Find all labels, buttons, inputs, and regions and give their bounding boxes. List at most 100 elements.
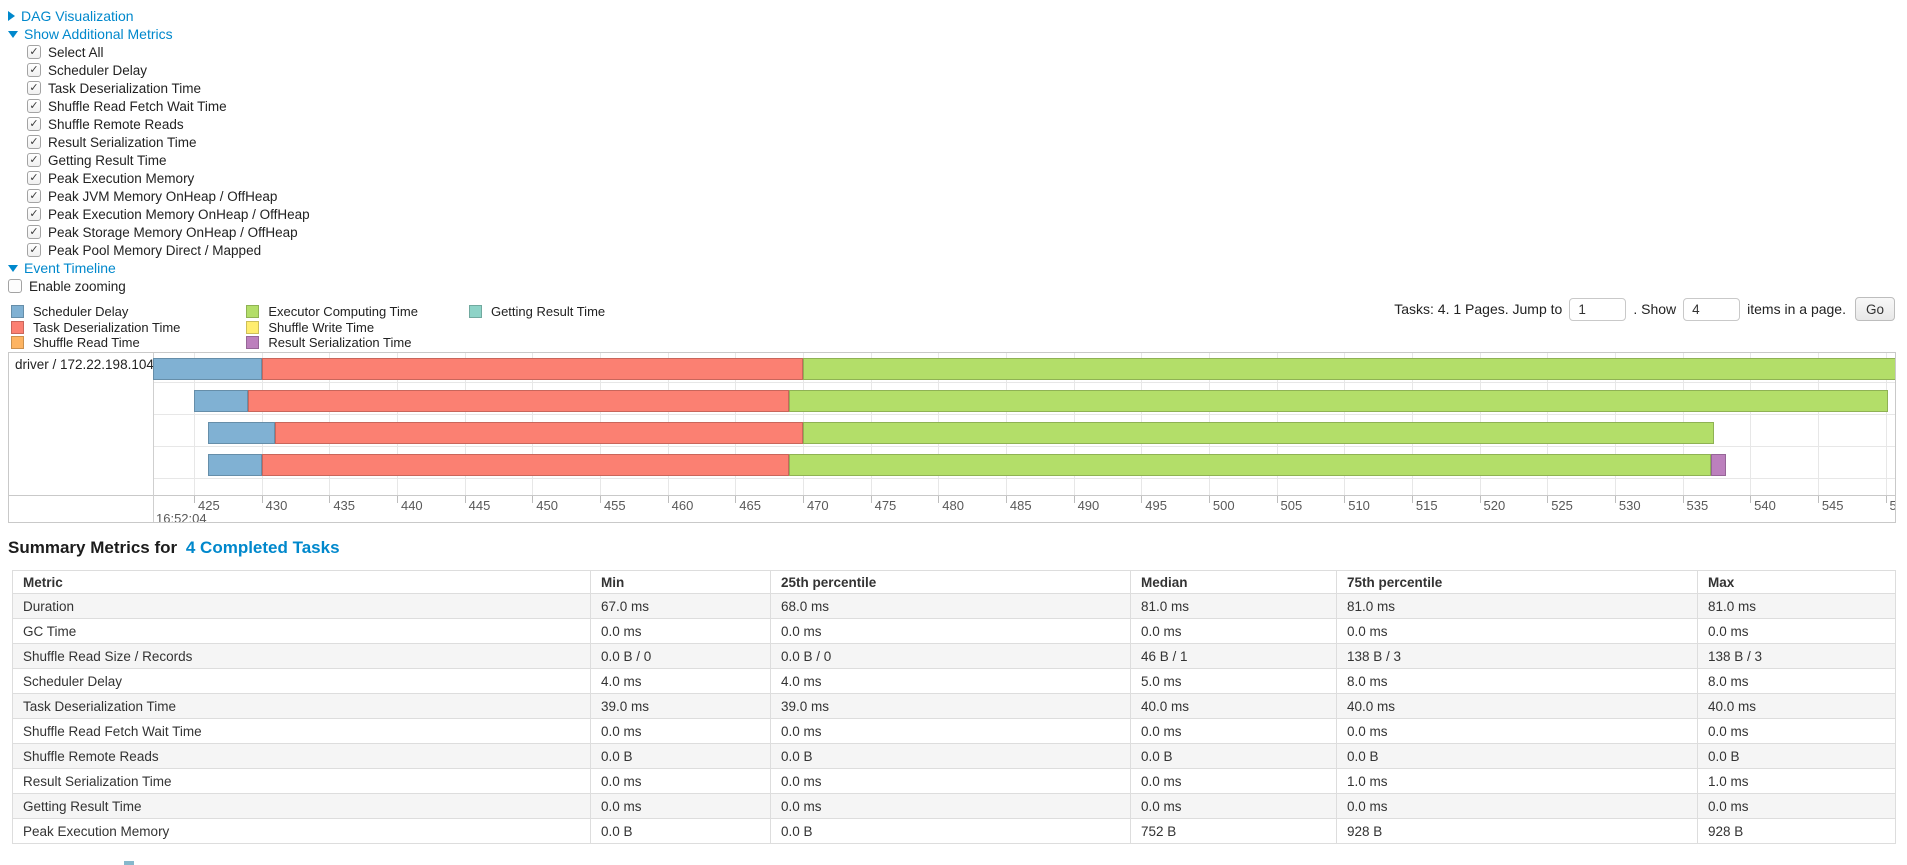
table-row-result-serialization-time: Result Serialization Time 0.0 ms 0.0 ms 0.0…: [12, 768, 1896, 794]
timeline-tick: [464, 495, 466, 503]
metric-option-getting-result-time[interactable]: ✓ Getting Result Time: [8, 151, 310, 169]
column-header-median: Median: [1130, 570, 1337, 594]
metric-option-scheduler-delay[interactable]: ✓ Scheduler Delay: [8, 61, 310, 79]
summary-title-text: Summary Metrics for: [8, 538, 178, 557]
legend-column: Scheduler Delay Task Deserialization Time…: [11, 304, 213, 350]
checkbox-scheduler-delay[interactable]: ✓: [27, 63, 41, 77]
checkbox-getting-result-time[interactable]: ✓: [27, 153, 41, 167]
column-header-max: Max: [1697, 570, 1896, 594]
show-additional-metrics-link[interactable]: Show Additional Metrics: [24, 26, 173, 42]
timeline-bar-executor-computing[interactable]: [789, 454, 1711, 476]
enable-zooming-option[interactable]: ✓ Enable zooming: [8, 277, 310, 295]
go-button[interactable]: Go: [1854, 297, 1895, 321]
event-timeline-toggle[interactable]: Event Timeline: [8, 259, 310, 277]
checkbox-select-all[interactable]: ✓: [27, 45, 41, 59]
metric-name-cell: Task Deserialization Time: [12, 693, 591, 719]
timeline-bar-executor-computing[interactable]: [802, 422, 1714, 444]
metric-option-peak-pool-memory-direct-mapped[interactable]: ✓ Peak Pool Memory Direct / Mapped: [8, 241, 310, 259]
checkbox-task-deserialization-time[interactable]: ✓: [27, 81, 41, 95]
checkbox-label: Peak Execution Memory OnHeap / OffHeap: [48, 206, 310, 222]
dag-visualization-link[interactable]: DAG Visualization: [21, 8, 134, 24]
metric-option-peak-storage-memory-onheap-offheap[interactable]: ✓ Peak Storage Memory OnHeap / OffHeap: [8, 223, 310, 241]
timeline-bar-executor-computing[interactable]: [789, 390, 1889, 412]
timeline-bar-scheduler-delay[interactable]: [153, 358, 262, 380]
metric-value-cell: 4.0 ms: [770, 668, 1131, 694]
metric-option-shuffle-remote-reads[interactable]: ✓ Shuffle Remote Reads: [8, 115, 310, 133]
timeline-tick: [1885, 495, 1887, 503]
dag-visualization-toggle[interactable]: DAG Visualization: [8, 7, 310, 25]
timeline-bar-executor-computing[interactable]: [802, 358, 1895, 380]
event-timeline-chart[interactable]: driver / 172.22.198.104 425 430 435 440 445 4…: [8, 352, 1896, 523]
checkbox-peak-storage-memory-onheap-offheap[interactable]: ✓: [27, 225, 41, 239]
metric-value-cell: 0.0 B: [1336, 743, 1698, 769]
legend-column: Executor Computing Time Shuffle Write Tim…: [246, 304, 451, 350]
metric-option-result-serialization-time[interactable]: ✓ Result Serialization Time: [8, 133, 310, 151]
metric-option-peak-jvm-memory-onheap-offheap[interactable]: ✓ Peak JVM Memory OnHeap / OffHeap: [8, 187, 310, 205]
show-additional-metrics-toggle[interactable]: Show Additional Metrics: [8, 25, 310, 43]
checkbox-peak-jvm-memory-onheap-offheap[interactable]: ✓: [27, 189, 41, 203]
checkbox-label: Shuffle Read Fetch Wait Time: [48, 98, 227, 114]
metric-value-cell: 81.0 ms: [1697, 593, 1896, 619]
metric-option-peak-execution-memory-onheap-offheap[interactable]: ✓ Peak Execution Memory OnHeap / OffHeap: [8, 205, 310, 223]
column-header-min: Min: [590, 570, 771, 594]
table-row-scheduler-delay: Scheduler Delay 4.0 ms 4.0 ms 5.0 ms 8.0 ms 8…: [12, 668, 1896, 694]
axis-tick-label: 540: [1754, 498, 1776, 513]
checkbox-result-serialization-time[interactable]: ✓: [27, 135, 41, 149]
timeline-group-divider: [153, 353, 154, 522]
metric-value-cell: 40.0 ms: [1336, 693, 1698, 719]
timeline-tick: [802, 495, 804, 503]
column-header-75th-percentile: 75th percentile: [1336, 570, 1698, 594]
items-per-page-input[interactable]: [1683, 297, 1741, 321]
metric-value-cell: 0.0 B: [1697, 743, 1896, 769]
checkbox-label: Scheduler Delay: [48, 62, 148, 78]
checkbox-peak-execution-memory-onheap-offheap[interactable]: ✓: [27, 207, 41, 221]
axis-tick-label: 435: [333, 498, 356, 513]
checkbox-shuffle-read-fetch-wait-time[interactable]: ✓: [27, 99, 41, 113]
metric-option-shuffle-read-fetch-wait-time[interactable]: ✓ Shuffle Read Fetch Wait Time: [8, 97, 310, 115]
pagination-suffix-text: items in a page.: [1747, 301, 1846, 317]
metric-value-cell: 0.0 B / 0: [590, 643, 771, 669]
timeline-axis-line: [9, 495, 1895, 496]
event-timeline-link[interactable]: Event Timeline: [24, 260, 116, 276]
enable-zooming-checkbox[interactable]: ✓: [8, 279, 22, 293]
checkbox-peak-pool-memory-direct-mapped[interactable]: ✓: [27, 243, 41, 257]
metric-option-peak-execution-memory[interactable]: ✓ Peak Execution Memory: [8, 169, 310, 187]
timeline-bar-task-deserialization[interactable]: [248, 390, 790, 412]
axis-tick-label: 470: [806, 498, 829, 513]
task-deserialization-time-swatch-icon: [11, 320, 24, 334]
axis-tick-label: 440: [400, 498, 423, 513]
timeline-bar-task-deserialization[interactable]: [261, 358, 803, 380]
completed-tasks-link[interactable]: 4 Completed Tasks: [185, 538, 340, 557]
result-serialization-time-swatch-icon: [246, 335, 260, 349]
axis-base-time-label: 16:52:04: [156, 511, 207, 523]
metric-value-cell: 0.0 B / 0: [770, 643, 1131, 669]
metric-value-cell: 67.0 ms: [590, 593, 771, 619]
timeline-bar-task-deserialization[interactable]: [261, 454, 790, 476]
metric-value-cell: 40.0 ms: [1697, 693, 1896, 719]
checkbox-shuffle-remote-reads[interactable]: ✓: [27, 117, 41, 131]
executor-group-label: driver / 172.22.198.104: [15, 357, 154, 372]
axis-tick-label: 505: [1280, 498, 1303, 513]
timeline-tick: [329, 495, 331, 503]
checkbox-label: Peak Pool Memory Direct / Mapped: [48, 242, 262, 258]
timeline-bar-scheduler-delay[interactable]: [207, 422, 276, 444]
metric-value-cell: 0.0 ms: [770, 718, 1131, 744]
timeline-bar-scheduler-delay[interactable]: [194, 390, 249, 412]
timeline-bar-scheduler-delay[interactable]: [207, 454, 262, 476]
metric-value-cell: 928 B: [1697, 818, 1896, 844]
column-header-25th-percentile: 25th percentile: [770, 570, 1131, 594]
timeline-bar-task-deserialization[interactable]: [275, 422, 803, 444]
checkbox-label: Shuffle Remote Reads: [48, 116, 184, 132]
axis-tick-label: 465: [739, 498, 761, 513]
jump-to-page-input[interactable]: [1569, 297, 1627, 321]
axis-tick-label: 490: [1077, 498, 1100, 513]
pagination-info-text: Tasks: 4. 1 Pages. Jump to: [1394, 301, 1563, 317]
metric-option-select-all[interactable]: ✓ Select All: [8, 43, 310, 61]
checkbox-peak-execution-memory[interactable]: ✓: [27, 171, 41, 185]
legend-item-shuffle-write-time: Shuffle Write Time: [246, 319, 418, 335]
summary-metrics-table: Metric Min 25th percentile Median 75th perce…: [12, 570, 1896, 844]
axis-tick-label: 520: [1483, 498, 1506, 513]
metric-option-task-deserialization-time[interactable]: ✓ Task Deserialization Time: [8, 79, 310, 97]
axis-tick-label: 510: [1348, 498, 1370, 513]
timeline-bar-result-serialization[interactable]: [1710, 454, 1726, 476]
